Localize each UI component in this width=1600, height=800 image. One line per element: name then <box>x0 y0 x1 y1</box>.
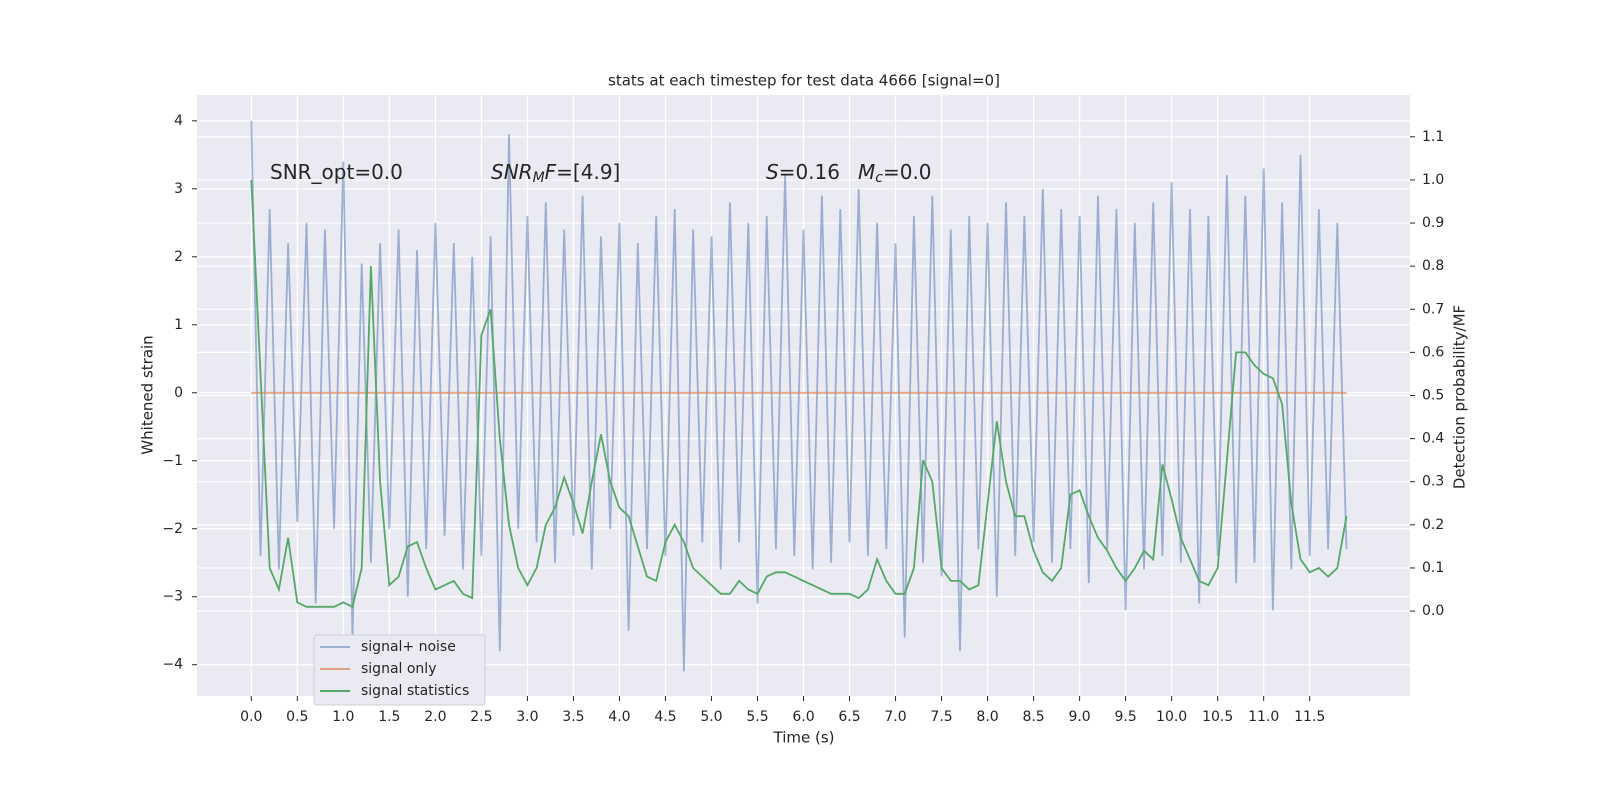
x-tick-label: 1.0 <box>332 709 354 725</box>
x-tick-label: 8.0 <box>976 709 998 725</box>
annotation-part: =[4.9] <box>556 160 620 184</box>
x-tick-label: 9.5 <box>1114 709 1136 725</box>
y2-tick-label: 0.7 <box>1422 301 1444 317</box>
series-line <box>250 179 1348 609</box>
annotation-part: SNR_opt=0.0 <box>270 160 403 184</box>
y-tick-label: −2 <box>162 521 183 537</box>
y-axis-label: Whitened strain <box>139 335 157 454</box>
x-tick-label: 2.0 <box>424 709 446 725</box>
legend-label: signal only <box>361 661 436 677</box>
x-tick-label: 9.0 <box>1068 709 1090 725</box>
legend: signal+ noise signal only signal statistic… <box>313 634 486 706</box>
chart-title: stats at each timestep for test data 466… <box>608 72 1000 90</box>
y2-tick-label: 1.1 <box>1422 129 1444 145</box>
x-tick-label: 5.0 <box>700 709 722 725</box>
y2-tick-label: 0.5 <box>1422 388 1444 404</box>
annotation-part: S <box>766 160 779 184</box>
x-tick-label: 11.0 <box>1248 709 1279 725</box>
y-tick-label: 4 <box>174 113 183 129</box>
annotation: SNRMF=[4.9] <box>491 160 620 187</box>
x-tick-label: 3.5 <box>562 709 584 725</box>
y2-tick-label: 0.1 <box>1422 560 1444 576</box>
y-tick-label: 2 <box>174 249 183 265</box>
y2-axis-label: Detection probability/MF <box>1451 305 1469 489</box>
legend-label: signal+ noise <box>361 639 456 655</box>
y2-tick-label: 0.6 <box>1422 344 1444 360</box>
x-tick-label: 7.5 <box>930 709 952 725</box>
x-tick-label: 5.5 <box>746 709 768 725</box>
x-tick-label: 1.5 <box>378 709 400 725</box>
annotation-part: c <box>875 170 883 186</box>
annotation: SNR_opt=0.0 <box>270 160 403 184</box>
x-tick-label: 0.5 <box>286 709 308 725</box>
y2-tick-label: 0.4 <box>1422 431 1444 447</box>
x-tick-label: 7.0 <box>884 709 906 725</box>
annotation-part: SNR <box>491 160 533 184</box>
annotation-part: M <box>533 170 545 186</box>
x-tick-label: 8.5 <box>1022 709 1044 725</box>
y2-tick-label: 0.0 <box>1422 603 1444 619</box>
x-tick-label: 6.5 <box>838 709 860 725</box>
x-tick-label: 4.0 <box>608 709 630 725</box>
y-tick-label: 3 <box>174 181 183 197</box>
y-tick-label: −1 <box>162 453 183 469</box>
annotation: Mc=0.0 <box>858 160 932 187</box>
y2-tick-label: 0.8 <box>1422 258 1444 274</box>
y2-tick-label: 0.9 <box>1422 215 1444 231</box>
y2-tick-label: 1.0 <box>1422 172 1444 188</box>
annotation-part: F <box>545 160 557 184</box>
y-tick-label: −4 <box>162 657 183 673</box>
x-axis-label: Time (s) <box>773 729 835 747</box>
y2-tick-label: 0.2 <box>1422 517 1444 533</box>
x-tick-label: 10.0 <box>1156 709 1187 725</box>
y-tick-label: 0 <box>174 385 183 401</box>
grid <box>192 95 1415 701</box>
marks <box>250 120 1348 672</box>
x-tick-label: 11.5 <box>1294 709 1325 725</box>
legend-label: signal statistics <box>361 683 469 699</box>
x-tick-label: 0.0 <box>240 709 262 725</box>
labels: 0.0 0.5 1.0 1.5 2.0 2.5 3.0 3.5 4.0 4.5 5.0 5.5 6.0 6… <box>162 113 1444 725</box>
y-tick-label: −3 <box>162 589 183 605</box>
annotation-part: =0.0 <box>883 160 932 184</box>
annotation-part: =0.16 <box>779 160 840 184</box>
legend-box <box>313 634 486 706</box>
x-tick-label: 3.0 <box>516 709 538 725</box>
annotation-part: M <box>858 160 875 184</box>
x-tick-label: 10.5 <box>1202 709 1233 725</box>
x-tick-label: 2.5 <box>470 709 492 725</box>
y-tick-label: 1 <box>174 317 183 333</box>
x-tick-label: 4.5 <box>654 709 676 725</box>
x-tick-label: 6.0 <box>792 709 814 725</box>
y2-tick-label: 0.3 <box>1422 474 1444 490</box>
annotation: S=0.16 <box>766 160 840 184</box>
